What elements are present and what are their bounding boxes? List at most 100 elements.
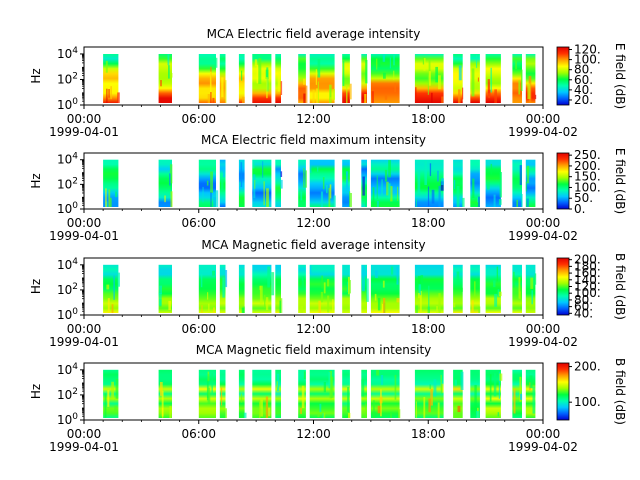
x-tick-date: 1999-04-01 xyxy=(49,335,119,349)
texture-streak xyxy=(427,74,429,95)
texture-streak xyxy=(417,170,421,194)
texture-streak xyxy=(225,408,227,418)
texture-streak xyxy=(474,384,477,411)
texture-streak xyxy=(365,59,368,84)
texture-streak xyxy=(280,171,283,177)
y-tick-label: 100 xyxy=(57,412,78,427)
texture-streak xyxy=(301,385,305,409)
texture-streak xyxy=(366,278,369,302)
texture-streak xyxy=(222,167,226,178)
spectrogram-blocks xyxy=(103,159,536,207)
texture-streak xyxy=(322,177,325,190)
texture-streak xyxy=(310,164,312,173)
texture-streak xyxy=(301,276,305,287)
texture-streak xyxy=(415,401,417,418)
texture-streak xyxy=(390,266,394,275)
data-block xyxy=(198,54,216,103)
texture-streak xyxy=(215,190,219,207)
texture-streak xyxy=(382,303,383,313)
texture-streak xyxy=(317,59,321,78)
colorbar-tick-label: 100. xyxy=(574,395,601,409)
y-axis-label: Hz xyxy=(29,279,43,294)
texture-streak xyxy=(300,407,302,414)
texture-streak xyxy=(342,61,345,86)
texture-streak xyxy=(498,291,502,297)
texture-streak xyxy=(241,70,243,81)
texture-streak xyxy=(111,381,114,400)
texture-streak xyxy=(271,272,275,296)
colorbar-tick-label: 80. xyxy=(574,293,593,307)
texture-streak xyxy=(422,57,425,65)
texture-streak xyxy=(213,197,216,207)
texture-streak xyxy=(424,161,427,185)
data-block xyxy=(158,54,172,103)
texture-streak xyxy=(105,60,108,73)
texture-streak xyxy=(380,375,384,385)
texture-streak xyxy=(104,393,107,418)
texture-streak xyxy=(389,57,391,69)
colorbar xyxy=(556,46,570,106)
texture-streak xyxy=(162,407,164,418)
texture-streak xyxy=(374,293,377,301)
texture-streak xyxy=(458,65,462,81)
texture-streak xyxy=(160,382,163,396)
panel-title: MCA Electric field average intensity xyxy=(207,27,421,41)
texture-streak xyxy=(160,80,162,87)
x-tick-label: 00:00 xyxy=(526,112,561,126)
x-tick-label: 00:00 xyxy=(67,322,102,336)
texture-streak xyxy=(240,162,243,187)
texture-streak xyxy=(381,179,383,196)
texture-streak xyxy=(397,186,399,201)
y-tick-label: 100 xyxy=(57,307,78,322)
data-block xyxy=(103,159,119,207)
texture-streak xyxy=(462,87,464,100)
colorbar-tick-label: 150. xyxy=(574,170,601,184)
texture-streak xyxy=(494,293,498,307)
texture-streak xyxy=(347,387,350,412)
panel-3: MCA Magnetic field average intensity 104 1… xyxy=(29,238,627,349)
texture-streak xyxy=(212,97,215,103)
texture-streak xyxy=(318,300,321,313)
x-tick-label: 12:00 xyxy=(296,112,331,126)
y-tick-label: 104 xyxy=(57,257,78,272)
texture-streak xyxy=(277,73,281,92)
texture-streak xyxy=(490,67,492,93)
texture-streak xyxy=(388,160,391,178)
texture-streak xyxy=(264,294,266,308)
texture-streak xyxy=(113,275,115,300)
data-block xyxy=(238,264,245,313)
x-tick-label: 18:00 xyxy=(411,112,446,126)
texture-streak xyxy=(362,176,365,196)
x-tick-label: 00:00 xyxy=(67,216,102,230)
texture-streak xyxy=(305,170,307,188)
texture-streak xyxy=(323,282,326,294)
texture-streak xyxy=(279,300,281,313)
texture-streak xyxy=(263,181,265,206)
texture-streak xyxy=(327,295,330,313)
texture-streak xyxy=(454,379,457,386)
texture-streak xyxy=(332,89,335,100)
y-tick-label: 104 xyxy=(57,362,78,377)
texture-streak xyxy=(433,379,437,397)
spectrogram-blocks xyxy=(103,54,537,103)
panel-title: MCA Magnetic field maximum intensity xyxy=(196,343,432,357)
x-tick-label: 18:00 xyxy=(411,322,446,336)
texture-streak xyxy=(277,373,280,391)
data-block xyxy=(453,369,463,418)
colorbar-tick-label: 0. xyxy=(574,202,585,216)
texture-streak xyxy=(417,276,421,284)
texture-streak xyxy=(111,304,114,313)
texture-streak xyxy=(349,280,351,294)
texture-streak xyxy=(349,83,352,100)
x-tick-label: 00:00 xyxy=(526,216,561,230)
texture-streak xyxy=(376,370,380,376)
texture-streak xyxy=(476,411,479,418)
colorbar xyxy=(556,152,570,210)
texture-streak xyxy=(486,182,490,190)
texture-streak xyxy=(321,275,323,289)
texture-streak xyxy=(474,281,476,298)
texture-streak xyxy=(317,166,319,172)
texture-streak xyxy=(438,293,441,313)
texture-streak xyxy=(254,59,258,67)
colorbar-tick-label: 200. xyxy=(574,159,601,173)
